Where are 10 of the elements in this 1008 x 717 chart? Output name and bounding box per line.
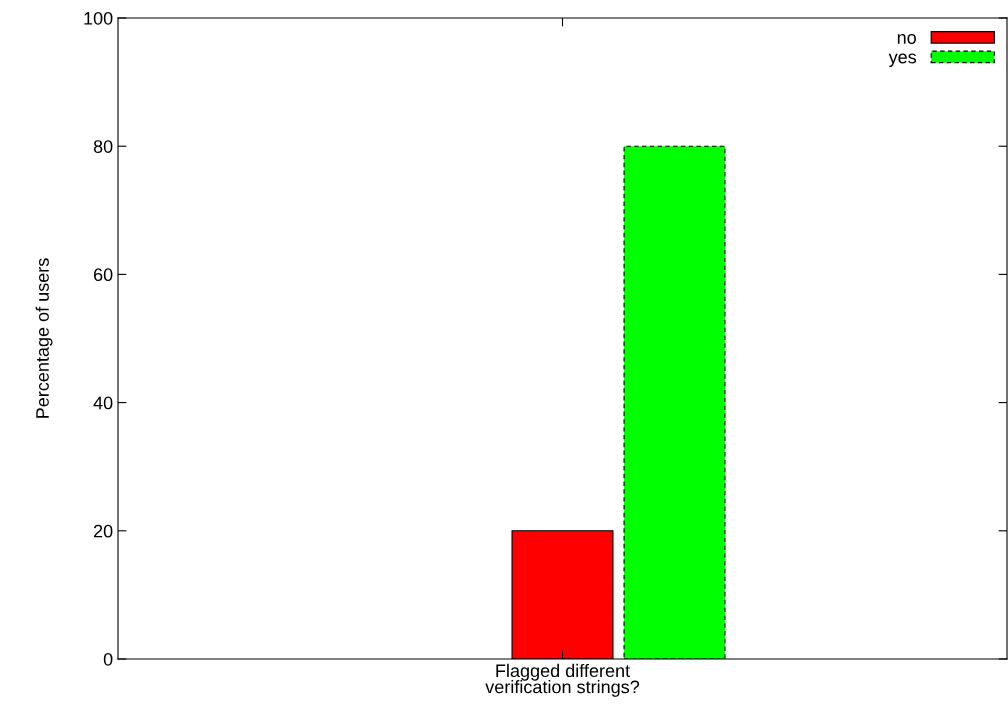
y-tick-label: 20 [93, 524, 113, 538]
y-tick-label: 60 [93, 268, 113, 282]
y-tick-label: 0 [103, 652, 113, 666]
y-axis-title: Percentage of users [35, 258, 53, 418]
legend-label: yes [888, 53, 917, 68]
legend-label: no [897, 34, 916, 44]
x-tick-label: Flagged different verification strings? [485, 663, 640, 697]
y-tick-label: 100 [84, 11, 113, 25]
y-tick-label: 80 [93, 140, 113, 153]
y-tick-label: 40 [93, 396, 113, 410]
